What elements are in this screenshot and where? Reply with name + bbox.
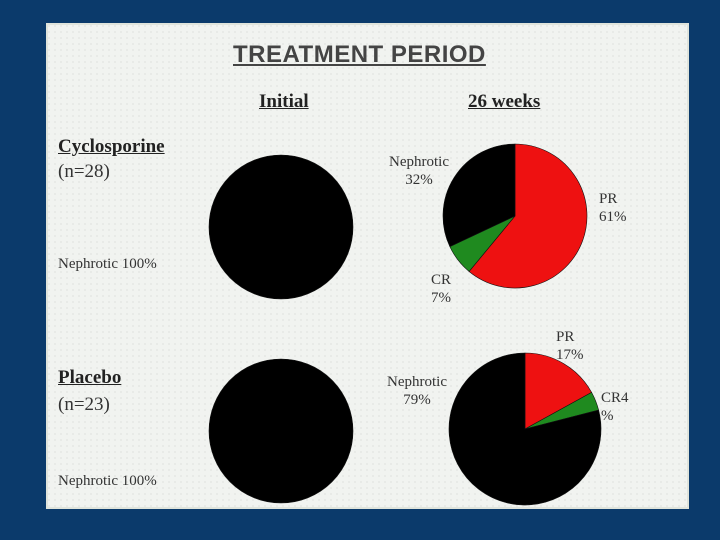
initial-label-cyclosporine: Nephrotic 100% <box>58 256 157 272</box>
pie-1-slice-pr <box>468 143 588 289</box>
slide-title: TREATMENT PERIOD <box>233 41 486 68</box>
group-n-placebo: (n=23) <box>58 394 110 415</box>
pie-3-slice-pr <box>524 352 593 430</box>
initial-label-placebo: Nephrotic 100% <box>58 473 157 489</box>
pie-3-slice-nephrotic <box>448 352 602 506</box>
label-placebo-pr: PR 17% <box>556 329 584 363</box>
pie-1-slice-nephrotic <box>442 143 516 248</box>
column-header-initial: Initial <box>259 91 309 112</box>
pie-2 <box>208 358 354 504</box>
label-cyclo-cr: CR 7% <box>431 272 452 306</box>
group-n-cyclosporine: (n=28) <box>58 161 110 182</box>
slide-panel: TREATMENT PERIOD Initial 26 weeks Cyclos… <box>46 23 689 509</box>
pie-0 <box>208 154 354 300</box>
label-placebo-nephrotic: Nephrotic 79% <box>387 374 447 408</box>
group-name-cyclosporine: Cyclosporine <box>58 136 165 157</box>
label-placebo-cr: CR4% <box>601 390 629 424</box>
group-name-placebo: Placebo <box>58 367 122 388</box>
pie-3 <box>448 352 602 506</box>
column-header-26-weeks: 26 weeks <box>468 91 541 112</box>
pie-1 <box>442 143 588 289</box>
pie-0-slice-nephrotic <box>208 154 354 300</box>
pie-2-slice-nephrotic <box>208 358 354 504</box>
label-cyclo-nephrotic: Nephrotic 32% <box>389 154 449 188</box>
label-cyclo-pr: PR 61% <box>599 191 627 225</box>
